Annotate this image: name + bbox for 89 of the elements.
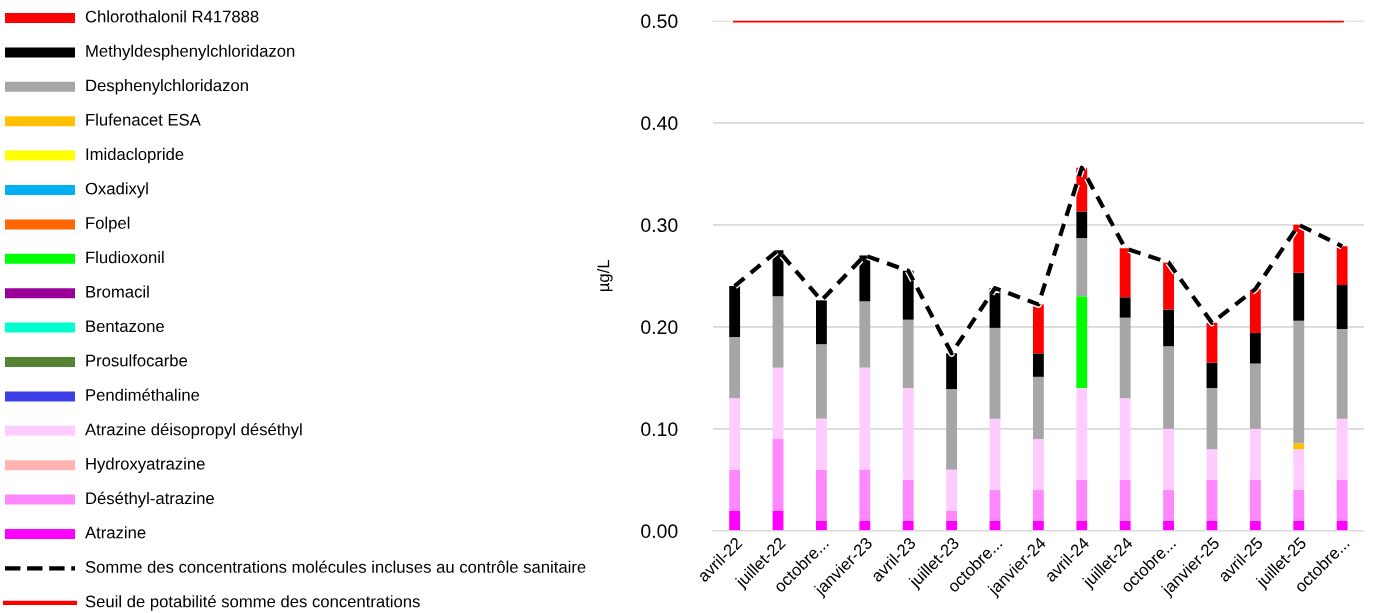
bar (772, 439, 784, 511)
legend-label: Oxadixyl (85, 182, 148, 198)
legend-label: Flufenacet ESA (86, 113, 201, 126)
bar (772, 367, 784, 440)
bar (816, 469, 827, 521)
bar (729, 398, 741, 470)
bar (1032, 376, 1044, 440)
y-tick-label: 0.10 (641, 422, 678, 437)
bar (946, 510, 958, 521)
bar (772, 296, 784, 368)
bar (859, 301, 871, 368)
bar (1163, 490, 1174, 521)
bar (859, 469, 871, 521)
bar (729, 337, 741, 399)
bar (1336, 328, 1348, 419)
bar (1119, 398, 1131, 480)
bar (1076, 238, 1088, 297)
legend-label: Desphenylchloridazon (86, 79, 248, 95)
bar (1032, 353, 1044, 377)
legend-label: Imidaclopride (86, 147, 184, 164)
y-tick-label: 0.30 (641, 218, 678, 233)
legend-label: Folpel (86, 216, 130, 233)
bar (1249, 479, 1261, 521)
legend-label: Chlorothalonil R417888 (85, 10, 259, 23)
bar (1206, 362, 1218, 389)
legend-label: Bromacil (86, 285, 149, 298)
bar (816, 418, 827, 470)
legend-label: Somme des concentrations molécules incluses au contrôle sanitaire (85, 560, 586, 573)
y-tick-label: 0.00 (641, 524, 678, 539)
bar (772, 510, 784, 531)
bar (1293, 449, 1305, 491)
bar (1293, 224, 1305, 273)
bar (1249, 332, 1261, 364)
bar (902, 388, 914, 480)
y-tick-label: 0.20 (641, 320, 678, 335)
bar (902, 479, 914, 521)
bar (1249, 289, 1261, 333)
bar (1206, 479, 1218, 521)
bar (729, 510, 741, 531)
bar (1206, 388, 1218, 450)
bar (989, 418, 1001, 491)
bar (1032, 304, 1044, 354)
legend-label: Hydroxyatrazine (86, 457, 205, 473)
legend-label: Fludioxonil (86, 251, 164, 264)
bar (1249, 428, 1261, 480)
bar (1293, 490, 1305, 521)
legend-label: Bentazone (86, 320, 164, 333)
bar (1336, 285, 1348, 329)
bar (1336, 479, 1348, 521)
bar (989, 490, 1001, 521)
bar (902, 319, 914, 389)
bar (816, 300, 827, 345)
bar (1032, 490, 1044, 521)
bar (1206, 449, 1218, 480)
legend-label: Methyldesphenylchloridazon (86, 44, 295, 61)
bar (1293, 272, 1305, 321)
bar (946, 469, 958, 511)
bar (1076, 296, 1088, 389)
bar (1119, 248, 1131, 298)
bar (1293, 443, 1305, 450)
bar (1336, 418, 1348, 480)
bar (1076, 211, 1088, 239)
legend-label: Atrazine (85, 526, 146, 539)
legend-label: Déséthyl-atrazine (86, 491, 214, 508)
bar (859, 367, 871, 470)
bar (989, 327, 1001, 419)
bar (729, 469, 741, 511)
legend-label: Prosulfocarbe (86, 354, 188, 367)
bar (1119, 297, 1131, 318)
y-axis-title: µg/L (597, 260, 613, 292)
y-tick-label: 0.40 (641, 116, 678, 131)
bar (1293, 320, 1305, 444)
bar (1119, 317, 1131, 399)
bar (1163, 346, 1174, 429)
legend-label: Atrazine déisopropyl déséthyl (85, 422, 302, 439)
legend-label: Seuil de potabilité somme des concentrations (85, 594, 420, 611)
bar (1249, 363, 1261, 429)
bar (946, 389, 958, 470)
bar (859, 255, 871, 302)
bar (1076, 388, 1088, 480)
bar (1076, 479, 1088, 521)
bar (816, 344, 827, 419)
legend-label: Pendiméthaline (86, 388, 200, 401)
bar (1119, 479, 1131, 521)
bar (1336, 246, 1348, 286)
bar (1163, 428, 1174, 491)
bar (1163, 309, 1174, 347)
y-tick-label: 0.50 (641, 14, 678, 29)
bar (1032, 439, 1044, 491)
